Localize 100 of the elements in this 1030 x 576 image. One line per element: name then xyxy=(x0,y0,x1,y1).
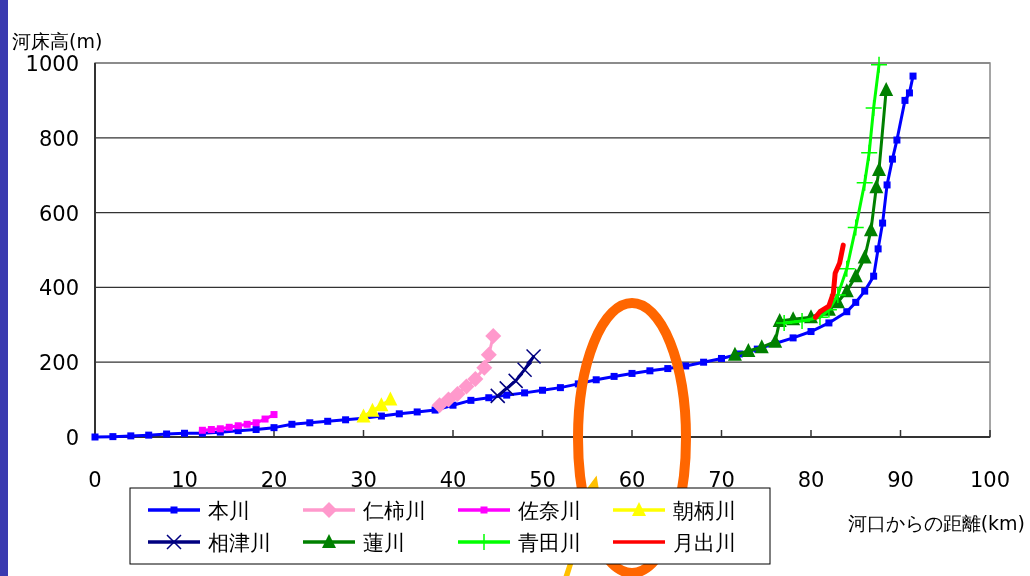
point xyxy=(870,272,878,280)
legend-label: 蓮川 xyxy=(363,531,405,555)
point xyxy=(507,373,524,389)
point xyxy=(793,312,811,330)
point xyxy=(440,391,457,408)
point xyxy=(852,298,860,306)
point xyxy=(646,367,654,375)
x-tick-label: 30 xyxy=(350,468,377,492)
point xyxy=(855,173,874,192)
x-tick-label: 50 xyxy=(529,468,556,492)
point xyxy=(909,72,917,80)
legend-label: 仁柿川 xyxy=(362,499,426,523)
x-tick-label: 80 xyxy=(797,468,825,492)
point xyxy=(109,433,117,441)
x-tick-label: 0 xyxy=(88,468,102,492)
y-tick-label: 600 xyxy=(38,201,79,226)
point xyxy=(490,388,506,404)
point xyxy=(727,346,742,361)
point xyxy=(485,328,502,345)
point xyxy=(857,249,872,264)
legend-label: 月出川 xyxy=(673,531,736,555)
point xyxy=(365,402,380,417)
point xyxy=(807,328,815,336)
point xyxy=(91,433,99,441)
point xyxy=(476,359,493,376)
point xyxy=(270,411,278,419)
x-tick-label: 10 xyxy=(171,468,198,492)
point xyxy=(556,384,564,392)
point xyxy=(775,314,793,332)
point xyxy=(467,396,475,404)
point xyxy=(306,419,314,427)
point xyxy=(848,268,863,283)
point xyxy=(901,96,909,104)
x-tick-label: 20 xyxy=(260,468,288,492)
y-tick-label: 0 xyxy=(65,426,79,450)
y-tick-label: 800 xyxy=(38,126,79,151)
point xyxy=(861,287,869,295)
point xyxy=(252,426,260,434)
point xyxy=(449,385,466,402)
point xyxy=(480,346,497,363)
point xyxy=(324,417,332,425)
x-tick-label: 70 xyxy=(708,468,735,492)
point xyxy=(377,412,385,420)
y-tick-label: 400 xyxy=(38,276,79,301)
point xyxy=(789,334,797,342)
point xyxy=(825,319,833,327)
point xyxy=(843,308,851,316)
point xyxy=(879,219,887,227)
point xyxy=(718,354,725,362)
point xyxy=(485,394,493,402)
x-tick-label: 100 xyxy=(969,468,1011,492)
point xyxy=(521,389,529,397)
point xyxy=(860,144,878,162)
x-tick-label: 90 xyxy=(887,468,914,492)
point xyxy=(754,339,769,354)
point xyxy=(592,376,600,384)
point xyxy=(342,416,350,424)
point xyxy=(525,348,542,365)
point xyxy=(127,432,135,440)
point xyxy=(374,397,389,412)
point xyxy=(356,408,371,423)
point xyxy=(838,259,856,278)
point xyxy=(503,391,511,399)
legend-label: 本川 xyxy=(208,499,250,523)
point xyxy=(905,89,913,97)
point xyxy=(700,358,708,366)
point xyxy=(628,369,636,377)
x-tick-label: 40 xyxy=(439,468,467,492)
point xyxy=(893,136,901,144)
y-tick-label: 200 xyxy=(38,351,79,376)
y-axis-title: 河床高(m) xyxy=(12,30,103,52)
point xyxy=(458,378,475,395)
point xyxy=(863,222,878,237)
legend-label: 佐奈川 xyxy=(518,499,581,523)
point xyxy=(870,56,888,74)
point xyxy=(883,181,891,189)
point xyxy=(741,342,756,357)
point xyxy=(516,361,533,378)
point xyxy=(879,81,894,96)
point xyxy=(768,333,783,348)
legend-label: 相津川 xyxy=(208,531,271,555)
point xyxy=(261,415,269,423)
point xyxy=(539,386,546,394)
point xyxy=(243,420,251,428)
point xyxy=(145,431,153,439)
point xyxy=(431,397,448,414)
point xyxy=(467,371,484,388)
point xyxy=(874,245,882,253)
point xyxy=(610,372,618,380)
x-axis-title: 河口からの距離(km) xyxy=(847,512,1025,534)
point xyxy=(498,380,515,397)
point xyxy=(383,391,398,406)
point xyxy=(872,161,887,176)
legend-label: 青田川 xyxy=(518,531,581,555)
point xyxy=(395,410,403,418)
point xyxy=(234,422,242,430)
point xyxy=(288,420,296,428)
point xyxy=(270,424,278,432)
point xyxy=(252,419,260,427)
point xyxy=(664,365,672,373)
